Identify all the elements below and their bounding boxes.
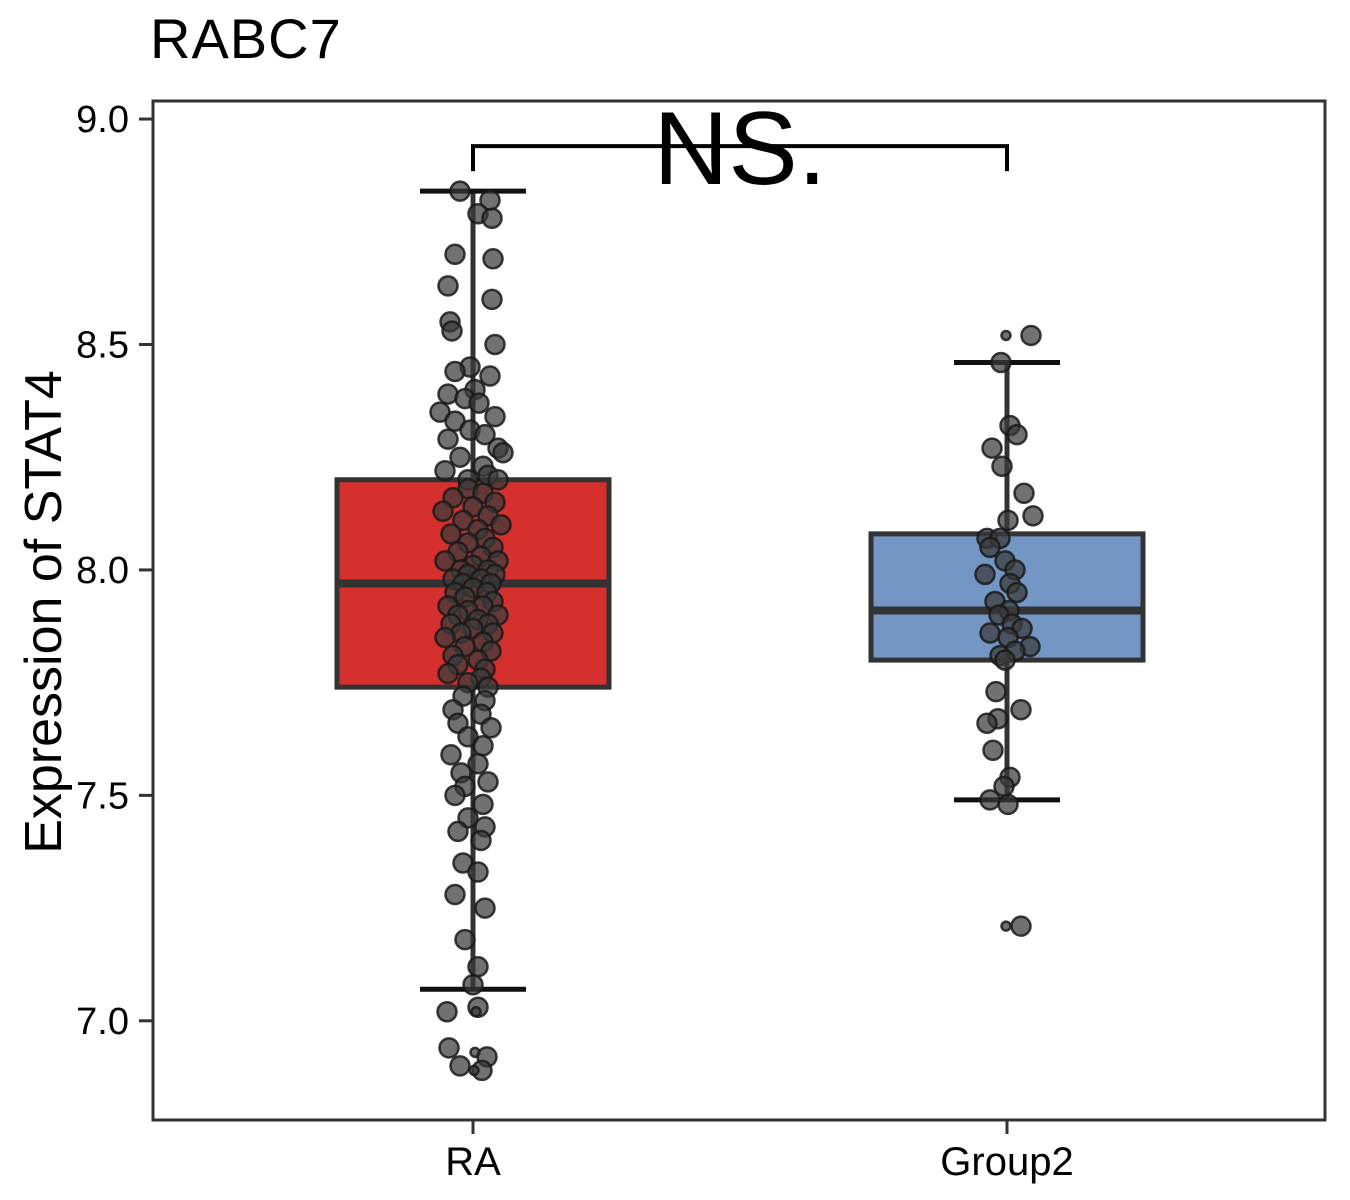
jitter-point (436, 1001, 458, 1023)
jitter-point (444, 360, 466, 383)
chart-title: RABC7 (150, 7, 342, 70)
y-tick-label: 8.5 (76, 324, 129, 366)
jitter-point (480, 716, 502, 739)
jitter-point (454, 928, 476, 951)
jitter-point (467, 861, 489, 883)
jitter-point (481, 207, 503, 229)
panel-border (151, 99, 1327, 1122)
jitter-point (976, 712, 998, 734)
jitter-point (1006, 423, 1028, 446)
jitter-point (472, 793, 494, 816)
jitter-point (449, 180, 471, 202)
jitter-point (979, 536, 1001, 559)
jitter-point (468, 1064, 480, 1077)
significance-label: NS. (653, 91, 826, 207)
jitter-point (982, 739, 1004, 762)
jitter-point (468, 392, 490, 414)
jitter-point (434, 550, 456, 572)
jitter-point (985, 680, 1007, 703)
jitter-point (474, 423, 496, 446)
y-tick-label: 7.5 (76, 775, 129, 817)
jitter-point (1000, 920, 1012, 932)
jitter-point (470, 1006, 482, 1018)
jitter-point (994, 649, 1016, 671)
jitter-point (467, 753, 489, 775)
jitter-point (479, 365, 501, 387)
jitter-point (997, 509, 1019, 532)
jitter-point (462, 973, 484, 996)
jitter-point (490, 514, 512, 536)
jitter-point (1010, 915, 1032, 937)
jitter-point (434, 626, 456, 649)
jitter-point (979, 622, 1001, 644)
y-tick-label: 8.0 (76, 550, 129, 592)
jitter-point (477, 771, 499, 793)
x-tick-label-ra: RA (445, 1140, 501, 1184)
jitter-point (437, 428, 459, 450)
jitter-point (482, 248, 504, 270)
y-tick-label: 9.0 (76, 99, 129, 141)
y-tick-label: 7.0 (76, 1001, 129, 1043)
jitter-point (441, 320, 463, 342)
jitter-point (1020, 324, 1042, 347)
jitter-point (474, 897, 496, 919)
jitter-point (974, 563, 996, 586)
jitter-point (437, 662, 459, 685)
jitter-point (449, 446, 471, 468)
jitter-point (434, 459, 456, 482)
jitter-point (470, 829, 492, 852)
jitter-point (467, 955, 489, 978)
jitter-point (492, 441, 514, 464)
jitter-point (487, 468, 509, 491)
jitter-point (440, 523, 462, 545)
jitter-point (472, 735, 494, 757)
jitter-point (1000, 329, 1012, 342)
jitter-point (444, 883, 466, 906)
jitter-point (438, 1037, 460, 1059)
jitter-point (484, 405, 506, 428)
jitter-point (449, 1055, 471, 1077)
jitter-point (481, 288, 503, 311)
jitter-point (990, 351, 1012, 374)
jitter-point (1022, 505, 1044, 527)
jitter-point (1006, 581, 1028, 604)
jitter-point (447, 820, 469, 843)
jitter-point (484, 333, 506, 356)
jitter-point (437, 275, 459, 297)
jitter-point (1010, 698, 1032, 721)
jitter-point (444, 243, 466, 266)
x-tick-label-group2: Group2 (940, 1140, 1073, 1184)
jitter-point (444, 784, 466, 807)
jitter-point (432, 500, 454, 523)
jitter-point (440, 744, 462, 766)
jitter-point (981, 437, 1003, 459)
jitter-point (1013, 482, 1035, 505)
jitter-point (991, 455, 1013, 477)
jitter-point (997, 793, 1019, 816)
significance-bracket (471, 144, 1009, 172)
jitter-point (979, 789, 1001, 811)
